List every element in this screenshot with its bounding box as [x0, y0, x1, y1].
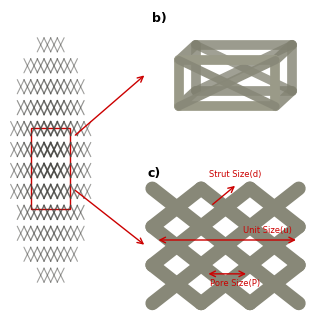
Text: c): c) — [147, 167, 161, 180]
Text: Pore Size(P): Pore Size(P) — [211, 279, 260, 288]
Text: Unit Size(u): Unit Size(u) — [243, 226, 292, 235]
Text: b): b) — [152, 12, 167, 25]
Bar — [31, 128, 70, 209]
Text: Strut Size(d): Strut Size(d) — [209, 170, 262, 179]
